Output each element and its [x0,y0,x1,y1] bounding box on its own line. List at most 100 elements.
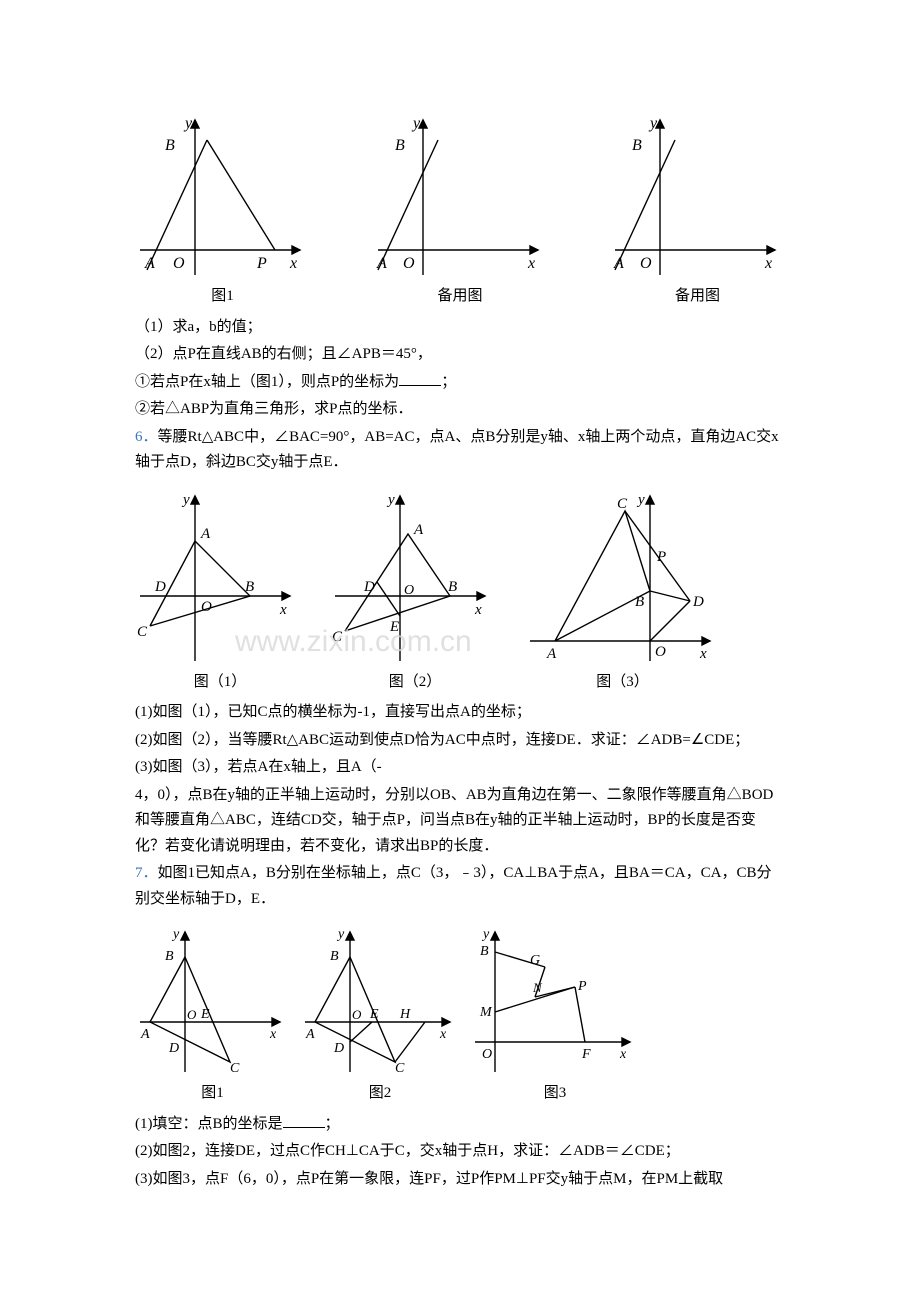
point-a: A [613,255,624,272]
svg-text:O: O [655,644,666,660]
figure-group-2: y x A B C D O 图（1） y x A B C D O E 图（ [135,486,785,696]
svg-text:P: P [577,979,587,994]
svg-text:E: E [389,619,399,635]
svg-text:D: D [363,579,375,595]
point-o: O [173,255,185,272]
svg-text:x: x [699,646,707,662]
svg-text:C: C [332,629,343,645]
question-7: 7．如图1已知点A，B分别在坐标轴上，点C（3，﹣3），CA⊥BA于点A，且BA… [135,861,785,912]
fig3-panel-2: y x B A C D E H O 图2 [300,922,460,1107]
svg-text:C: C [230,1061,240,1076]
svg-text:G: G [530,953,540,968]
q7-part-1: (1)填空：点B的坐标是； [135,1112,785,1138]
fig1-svg-1: y x B A O P [135,110,310,280]
svg-text:A: A [413,522,424,538]
q-sub-2-2: ②若△ABP为直角三角形，求P点的坐标． [135,397,785,423]
fig2-panel-2: y x A B C D O E 图（2） [330,486,500,696]
svg-text:A: A [200,526,211,542]
point-o: O [640,255,652,272]
fig2-caption-1: 图（1） [135,670,305,696]
svg-text:D: D [692,594,704,610]
q7-part-3: (3)如图3，点F（6，0），点P在第一象限，连PF，过P作PM⊥PF交y轴于点… [135,1167,785,1193]
q7-number: 7． [135,865,158,881]
fig2-svg-2: y x A B C D O E [330,486,500,666]
fig2-svg-3: y x C B A O P D [525,486,720,666]
figure-group-3: y x B A C D E O 图1 y x B A C D E [135,922,785,1107]
svg-text:x: x [439,1027,447,1042]
svg-text:x: x [269,1027,277,1042]
svg-text:E: E [369,1007,379,1022]
svg-text:B: B [480,944,489,959]
svg-text:D: D [333,1041,344,1056]
fig2-caption-3: 图（3） [525,670,720,696]
fig1-svg-3: y x B A O [610,110,785,280]
fig2-svg-1: y x A B C D O [135,486,305,666]
q-sub-2-1: ①若点P在x轴上（图1），则点P的坐标为； [135,370,785,396]
svg-text:P: P [656,549,666,565]
svg-text:E: E [200,1007,210,1022]
svg-text:B: B [635,594,644,610]
svg-text:N: N [532,980,543,995]
figure-group-2-wrapper: y x A B C D O 图（1） y x A B C D O E 图（ [135,486,785,696]
fig1-caption-3: 备用图 [610,284,785,310]
svg-text:B: B [245,579,254,595]
svg-text:A: A [546,646,557,662]
q7-part-2: (2)如图2，连接DE，过点C作CH⊥CA于C，交x轴于点H，求证：∠ADB＝∠… [135,1139,785,1165]
q6-part-3a: (3)如图（3），若点A在x轴上，且A（- [135,755,785,781]
point-b: B [395,137,405,154]
svg-text:C: C [137,624,148,640]
svg-text:B: B [448,579,457,595]
svg-text:O: O [482,1047,492,1062]
svg-text:O: O [404,583,414,598]
svg-text:O: O [352,1007,362,1022]
axis-x-label: x [527,255,535,272]
svg-text:x: x [279,602,287,618]
axis-x-label: x [764,255,772,272]
fig3-svg-1: y x B A C D E O [135,922,290,1077]
fig3-caption-1: 图1 [135,1081,290,1107]
svg-text:y: y [336,927,345,942]
fig3-panel-1: y x B A C D E O 图1 [135,922,290,1107]
point-b: B [165,137,175,154]
svg-text:B: B [330,949,339,964]
svg-text:D: D [168,1041,179,1056]
svg-text:B: B [165,949,174,964]
svg-text:A: A [140,1027,150,1042]
question-6: 6．等腰Rt△ABC中，∠BAC=90°，AB=AC，点A、点B分别是y轴、x轴… [135,425,785,476]
fig1-panel-1: y x B A O P 图1 [135,110,310,310]
fig1-caption-1: 图1 [135,284,310,310]
svg-text:x: x [619,1047,627,1062]
q-sub-2-intro: （2）点P在直线AB的右侧；且∠APB＝45°， [135,342,785,368]
svg-text:C: C [395,1061,405,1076]
fig1-panel-3: y x B A O 备用图 [610,110,785,310]
q6-part-3b: 4，0），点B在y轴的正半轴上运动时，分别以OB、AB为直角边在第一、二象限作等… [135,783,785,860]
svg-text:O: O [201,599,212,615]
svg-text:y: y [636,492,645,508]
axis-y-label: y [183,115,193,132]
svg-text:H: H [399,1007,411,1022]
fig3-svg-2: y x B A C D E H O [300,922,460,1077]
svg-text:x: x [474,602,482,618]
fig1-svg-2: y x B A O [373,110,548,280]
fig3-caption-3: 图3 [470,1081,640,1107]
fig2-panel-1: y x A B C D O 图（1） [135,486,305,696]
fig1-caption-2: 备用图 [373,284,548,310]
point-a: A [376,255,387,272]
fig2-panel-3: y x C B A O P D 图（3） [525,486,720,696]
svg-text:y: y [481,927,490,942]
svg-text:D: D [154,579,166,595]
point-a: A [144,255,155,272]
fig3-panel-3: y x B G N P M O F 图3 [470,922,640,1107]
svg-text:y: y [386,492,395,508]
svg-text:y: y [181,492,190,508]
q-sub-1: （1）求a，b的值； [135,315,785,341]
point-o: O [403,255,415,272]
svg-text:C: C [617,496,628,512]
axis-y-label: y [648,115,658,132]
q6-part-1: (1)如图（1），已知C点的横坐标为-1，直接写出点A的坐标； [135,700,785,726]
fig2-caption-2: 图（2） [330,670,500,696]
point-p: P [256,255,267,272]
point-b: B [632,137,642,154]
fig3-caption-2: 图2 [300,1081,460,1107]
q6-part-2: (2)如图（2），当等腰Rt△ABC运动到使点D恰为AC中点时，连接DE．求证：… [135,728,785,754]
